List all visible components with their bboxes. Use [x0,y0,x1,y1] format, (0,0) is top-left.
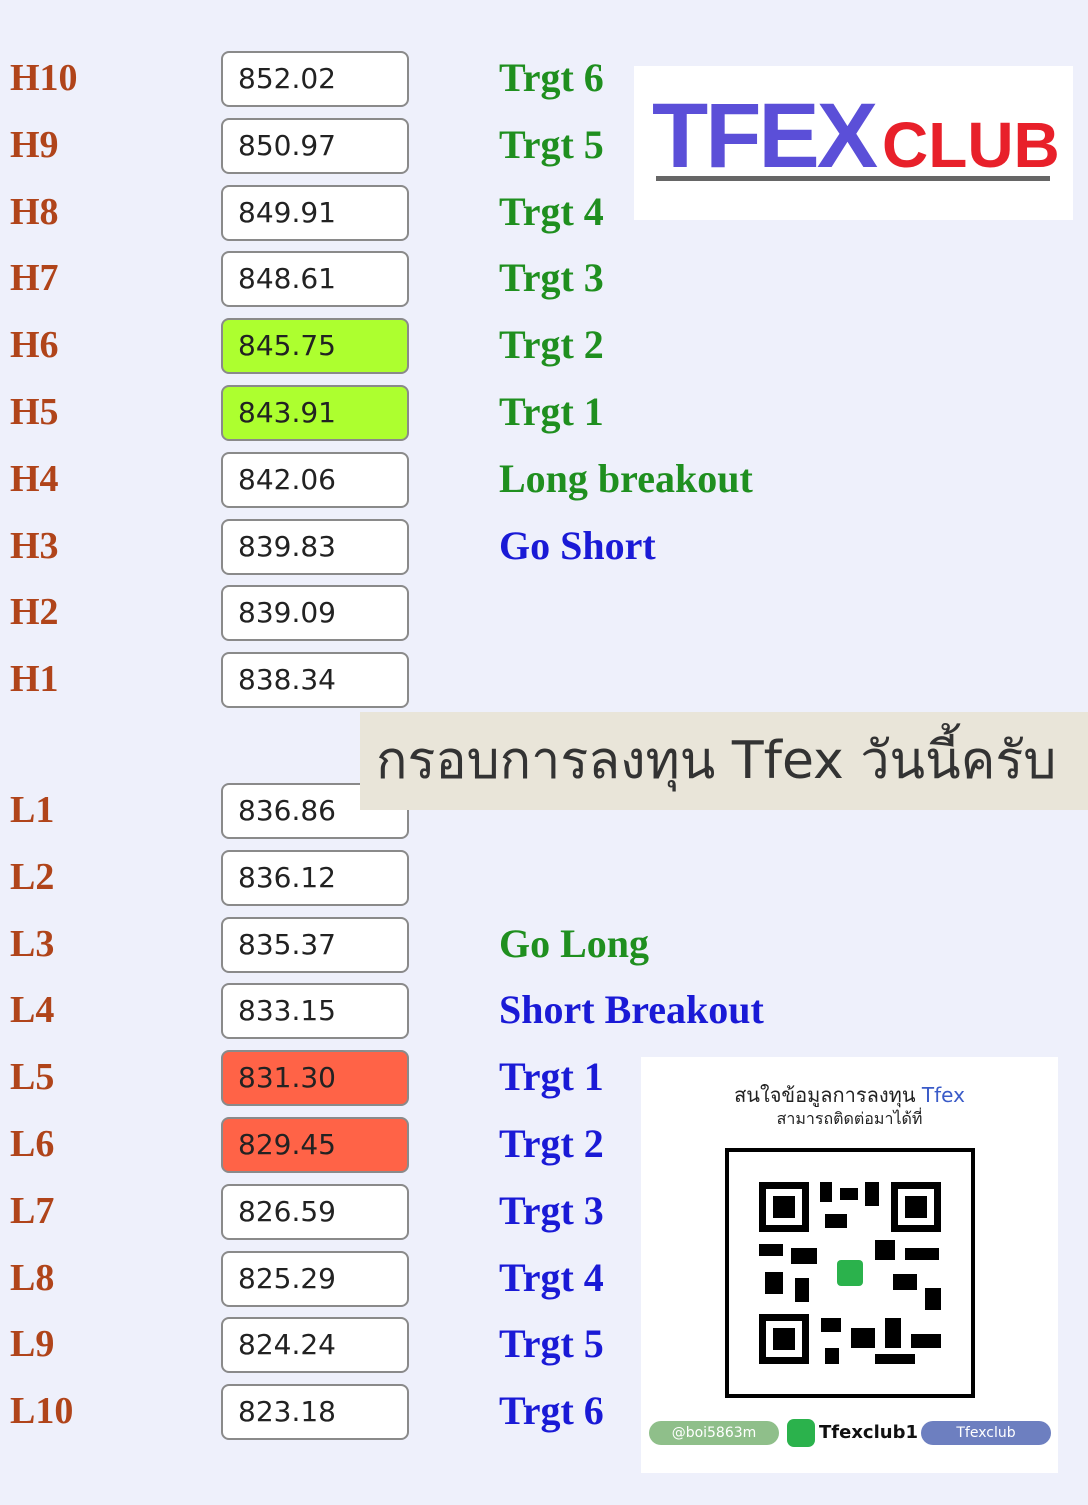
level-note: Trgt 3 [499,1187,604,1233]
level-value: 845.75 [221,318,409,375]
level-note: Trgt 3 [499,255,604,301]
level-label: H6 [10,324,59,367]
level-note: Trgt 1 [499,389,604,434]
level-note: Trgt 2 [499,322,604,368]
level-label: L7 [10,1189,55,1232]
level-value: 829.45 [221,1117,409,1173]
level-note: Short Breakout [499,987,764,1033]
level-label: H8 [10,190,59,233]
level-note: Long breakout [499,455,753,501]
logo-sub: CLUB [882,109,1060,181]
level-value: 825.29 [221,1250,409,1307]
level-label: H3 [10,524,59,567]
handle: @boi5863m [649,1421,779,1445]
contact-line: สนใจข้อมูลการลงทุน Tfex [641,1079,1058,1111]
contact-text: สามารถติดต่อมาได้ที่ [776,1109,923,1128]
level-note: Go Long [499,920,650,966]
level-label: L6 [10,1123,55,1165]
level-value: 824.24 [221,1317,409,1374]
handle: Tfexclub1 [787,1419,918,1447]
level-note: Trgt 4 [499,1254,604,1300]
level-label: L5 [10,1056,55,1099]
level-note: Trgt 5 [499,1321,604,1367]
level-value: 842.06 [221,451,409,508]
level-value: 843.91 [221,385,409,441]
level-value: 831.30 [221,1050,409,1107]
level-note: Trgt 2 [499,1121,604,1166]
logo-main: TFEX [652,85,878,187]
contact-text: สนใจข้อมูลการลงทุน [734,1083,916,1107]
logo-underline [656,176,1050,181]
banner: กรอบการลงทุน Tfex วันนี้ครับ [360,712,1088,810]
level-label: H10 [10,57,78,99]
level-label: H7 [10,257,59,300]
level-label: L1 [10,789,55,831]
level-note: Trgt 5 [499,121,604,167]
level-label: H9 [10,123,59,166]
logo: TFEX CLUB [634,66,1073,220]
level-label: H5 [10,391,59,433]
level-value: 852.02 [221,51,409,107]
level-label: L3 [10,922,55,965]
level-value: 838.34 [221,652,409,709]
level-value: 823.18 [221,1384,409,1441]
level-value: 839.09 [221,585,409,642]
level-label: L4 [10,989,55,1032]
level-note: Trgt 6 [499,55,604,100]
qr-code [725,1148,975,1398]
contact-card: สนใจข้อมูลการลงทุน Tfex สามารถติดต่อมาได… [641,1057,1058,1473]
level-label: H2 [10,591,59,634]
level-value: 839.83 [221,518,409,575]
level-label: L2 [10,855,55,898]
level-label: H1 [10,658,59,701]
level-note: Go Short [499,522,656,568]
level-value: 833.15 [221,983,409,1040]
handle: Tfexclub [921,1421,1051,1445]
level-note: Trgt 6 [499,1388,604,1434]
level-value: 835.37 [221,916,409,973]
level-value: 850.97 [221,117,409,174]
level-note: Trgt 4 [499,188,604,234]
level-label: H4 [10,457,59,500]
level-label: L8 [10,1256,55,1299]
level-label: L9 [10,1323,55,1366]
level-note: Trgt 1 [499,1054,604,1100]
level-value: 849.91 [221,184,409,241]
level-value: 826.59 [221,1183,409,1240]
handle-text: Tfexclub1 [819,1422,918,1443]
level-value: 836.12 [221,849,409,906]
level-label: L10 [10,1390,74,1433]
level-value: 848.61 [221,251,409,308]
contact-brand: Tfex [921,1083,965,1107]
